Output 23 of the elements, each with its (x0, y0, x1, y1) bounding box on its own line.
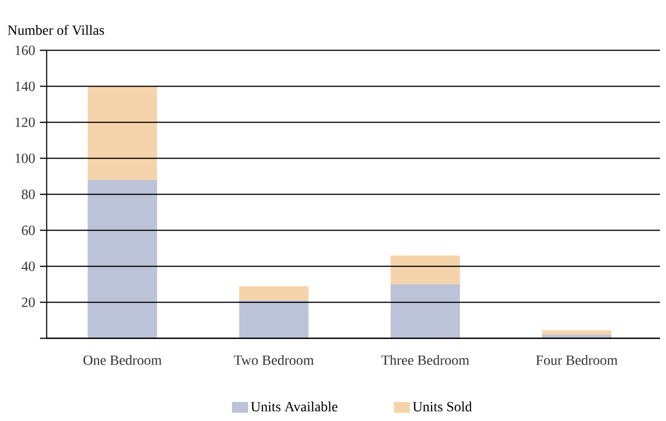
x-tick-label: Two Bedroom (234, 355, 314, 365)
x-tick-label: Four Bedroom (536, 355, 618, 365)
y-tick-label: 80 (22, 190, 35, 200)
bar (88, 180, 158, 338)
y-tick-label: 40 (22, 262, 35, 272)
bar (88, 86, 158, 180)
bar (542, 334, 612, 338)
y-tick-label: 160 (16, 46, 35, 56)
bar (239, 300, 308, 338)
bar (390, 256, 460, 284)
y-tick-label: 140 (16, 82, 35, 92)
bar (239, 286, 308, 301)
y-tick-label: 120 (16, 118, 35, 128)
y-tick-label: 20 (22, 298, 35, 308)
legend-label: Units Sold (412, 402, 472, 412)
x-tick-label: One Bedroom (83, 355, 162, 365)
bar (390, 284, 460, 338)
x-tick-label: Three Bedroom (381, 355, 470, 365)
legend-label: Units Available (250, 402, 338, 412)
y-axis-title: Number of Villas (8, 24, 104, 35)
y-tick-label: 60 (22, 226, 35, 236)
bar (542, 330, 612, 335)
y-tick-label: 100 (16, 154, 35, 164)
